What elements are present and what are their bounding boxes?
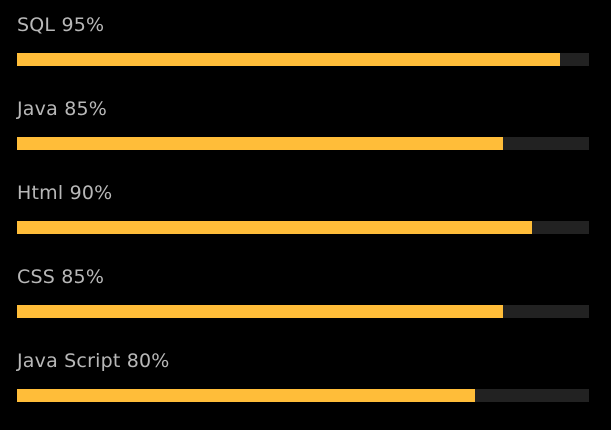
skill-label: Java Script 80% bbox=[17, 348, 589, 374]
skill-percent: 85% bbox=[64, 98, 108, 120]
progress-fill bbox=[17, 305, 504, 318]
skill-name: Java bbox=[17, 98, 58, 120]
skill-label: SQL 95% bbox=[17, 12, 589, 38]
skill-name: Html bbox=[17, 182, 64, 204]
progress-track bbox=[17, 221, 589, 234]
skill-name: SQL bbox=[17, 14, 56, 36]
skill-percent: 80% bbox=[126, 350, 170, 372]
skill-label: Java 85% bbox=[17, 96, 589, 122]
progress-track bbox=[17, 53, 589, 66]
skill-percent: 95% bbox=[61, 14, 105, 36]
progress-track bbox=[17, 137, 589, 150]
skill-name: Java Script bbox=[17, 350, 121, 372]
skill-percent: 85% bbox=[61, 266, 105, 288]
progress-fill bbox=[17, 221, 532, 234]
skill-name: CSS bbox=[17, 266, 55, 288]
skill-html: Html 90% bbox=[17, 180, 589, 264]
progress-track bbox=[17, 389, 589, 402]
skill-label: CSS 85% bbox=[17, 264, 589, 290]
progress-fill bbox=[17, 137, 504, 150]
skill-label: Html 90% bbox=[17, 180, 589, 206]
skill-javascript: Java Script 80% bbox=[17, 348, 589, 430]
progress-fill bbox=[17, 53, 561, 66]
skill-sql: SQL 95% bbox=[17, 12, 589, 96]
skill-java: Java 85% bbox=[17, 96, 589, 180]
skill-css: CSS 85% bbox=[17, 264, 589, 348]
progress-track bbox=[17, 305, 589, 318]
progress-fill bbox=[17, 389, 475, 402]
skill-percent: 90% bbox=[69, 182, 113, 204]
